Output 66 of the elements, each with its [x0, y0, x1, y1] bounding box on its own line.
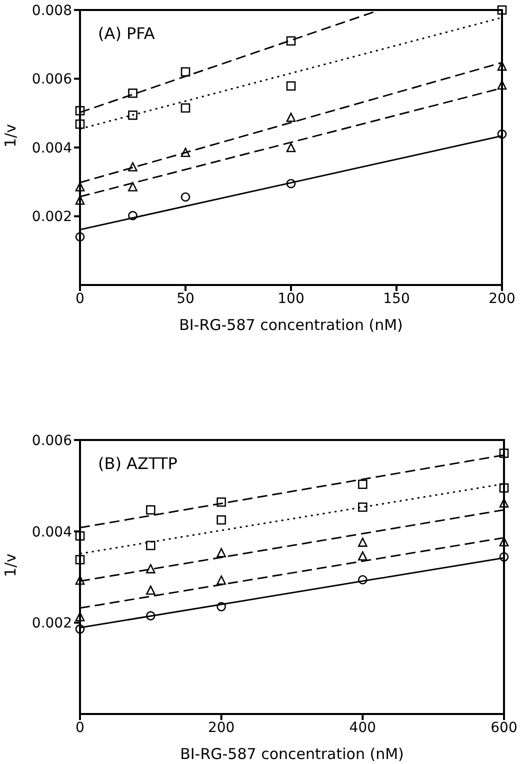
point	[75, 232, 85, 242]
point	[286, 112, 296, 122]
point	[499, 448, 509, 458]
point	[499, 552, 509, 562]
point	[499, 498, 509, 508]
x-tick-label: 50	[176, 290, 194, 307]
point	[286, 36, 296, 46]
point	[497, 80, 507, 90]
y-tick-label: 0.002	[32, 616, 72, 632]
x-axis-title: BI-RG-587 concentration (nM)	[179, 316, 403, 334]
point	[128, 210, 138, 220]
point	[216, 602, 226, 612]
y-tick-label: 0.004	[32, 140, 72, 156]
point	[75, 182, 85, 192]
point	[128, 182, 138, 192]
point	[358, 480, 368, 489]
point	[358, 538, 368, 547]
point	[146, 611, 156, 620]
x-tick-label: 0	[76, 290, 84, 307]
point	[128, 162, 138, 172]
point	[146, 505, 156, 515]
point	[75, 531, 85, 541]
x-tick-label: 150	[383, 290, 410, 307]
point	[286, 81, 296, 91]
point	[358, 551, 368, 561]
point	[180, 192, 190, 202]
point	[497, 5, 507, 15]
point	[128, 110, 138, 120]
y-tick-label: 0.006	[32, 72, 72, 88]
x-tick-label: 400	[349, 720, 376, 736]
point	[216, 497, 226, 507]
y-axis-title: 1/v	[1, 553, 20, 577]
point	[497, 129, 507, 139]
x-axis-title: BI-RG-587 concentration (nM)	[180, 745, 404, 763]
point	[216, 548, 226, 558]
x-tick-label: 100	[278, 290, 304, 307]
point	[286, 142, 296, 152]
point	[75, 119, 85, 129]
y-tick-label: 0.004	[32, 524, 72, 540]
point	[180, 148, 190, 157]
text: (A) PFA	[98, 24, 155, 43]
point	[75, 106, 85, 116]
x-tick-label: 200	[488, 290, 516, 307]
text: (B) AZTTP	[98, 454, 178, 473]
point	[216, 575, 226, 585]
y-tick-label: 0.002	[32, 209, 72, 226]
point	[180, 103, 190, 113]
point	[358, 575, 368, 584]
point	[499, 483, 509, 493]
point	[146, 586, 156, 595]
x-tick-label: 0	[76, 720, 84, 736]
point	[75, 624, 85, 634]
y-axis-title: 1/v	[1, 124, 20, 148]
point	[499, 537, 509, 546]
point	[75, 554, 85, 564]
y-tick-label: 0.008	[32, 2, 72, 19]
point	[286, 178, 296, 188]
point	[216, 515, 226, 525]
y-tick-label: 0.006	[32, 432, 72, 449]
x-tick-label: 200	[208, 720, 235, 736]
point	[146, 564, 156, 574]
point	[128, 88, 138, 98]
point	[180, 67, 190, 77]
x-tick-label: 600	[490, 720, 518, 736]
point	[146, 540, 156, 550]
point	[358, 502, 368, 512]
